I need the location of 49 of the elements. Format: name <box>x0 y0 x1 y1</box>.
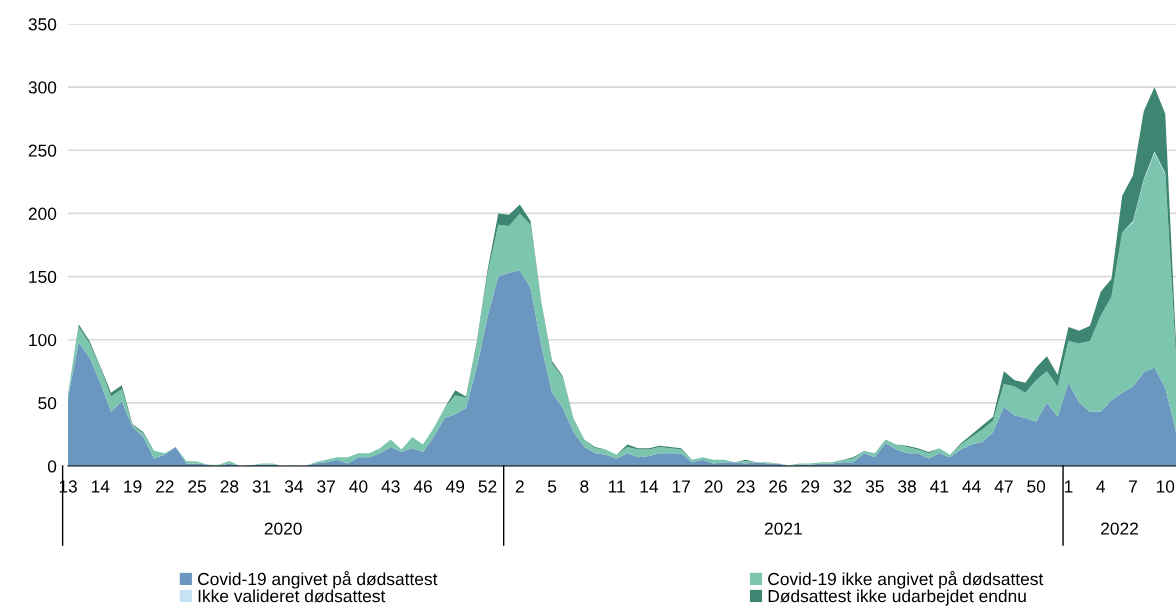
x-tick-label: 11 <box>608 480 625 493</box>
x-tick-label: 40 <box>349 480 368 493</box>
x-tick-label: 47 <box>994 480 1013 493</box>
y-tick-label: 200 <box>28 207 57 220</box>
x-tick-label: 46 <box>413 480 432 493</box>
x-tick-label: 31 <box>252 480 271 493</box>
x-tick-label: 1 <box>1064 480 1073 493</box>
x-tick-label: 41 <box>930 480 949 493</box>
x-tick-label: 38 <box>898 480 916 493</box>
text: 2021 <box>764 522 802 535</box>
y-tick-label: 150 <box>29 270 57 284</box>
x-tick-label: 50 <box>1027 480 1046 493</box>
legend-label: Covid-19 angivet på dødsattest <box>198 571 438 589</box>
x-tick-label: 52 <box>478 480 497 493</box>
legend-label: Covid-19 ikke angivet på dødsattest <box>768 571 1044 589</box>
x-tick-label: 4 <box>1096 480 1106 493</box>
x-tick-label: 32 <box>833 480 852 493</box>
x-tick-label: 10 <box>1156 480 1175 493</box>
y-tick-label: 250 <box>28 144 57 157</box>
x-tick-label: 8 <box>580 480 589 493</box>
x-tick-label: 2 <box>515 480 524 493</box>
x-tick-label: 20 <box>704 480 723 493</box>
x-tick-label: 43 <box>381 480 400 493</box>
x-tick-label: 37 <box>317 480 335 493</box>
x-tick-label: 22 <box>156 480 174 493</box>
text: 2022 <box>1101 522 1138 535</box>
x-tick-label: 5 <box>547 480 557 493</box>
x-tick-label: 17 <box>672 480 690 493</box>
y-tick-label: 50 <box>38 397 57 410</box>
x-tick-label: 35 <box>865 480 884 493</box>
x-tick-label: 25 <box>188 480 207 493</box>
x-tick-label: 44 <box>962 480 981 493</box>
legend-label: Dødsattest ikke udarbejdet endnu <box>768 589 1026 606</box>
x-tick-label: 28 <box>220 480 239 493</box>
x-tick-label: 19 <box>124 480 142 493</box>
x-tick-label: 7 <box>1129 480 1137 493</box>
y-tick-label: 300 <box>28 81 57 94</box>
x-tick-label: 26 <box>769 480 787 493</box>
y-tick-label: 0 <box>47 460 57 473</box>
text: 2020 <box>264 522 302 535</box>
y-tick-label: 100 <box>29 333 57 347</box>
x-tick-label: 34 <box>284 480 304 493</box>
y-tick-label: 350 <box>28 18 57 31</box>
legend-label: Ikke valideret dødsattest <box>198 589 386 603</box>
x-tick-label: 23 <box>736 480 755 493</box>
x-tick-label: 14 <box>91 480 110 493</box>
x-tick-label: 14 <box>640 480 659 493</box>
x-tick-label: 49 <box>446 480 465 493</box>
x-tick-label: 29 <box>801 480 820 493</box>
